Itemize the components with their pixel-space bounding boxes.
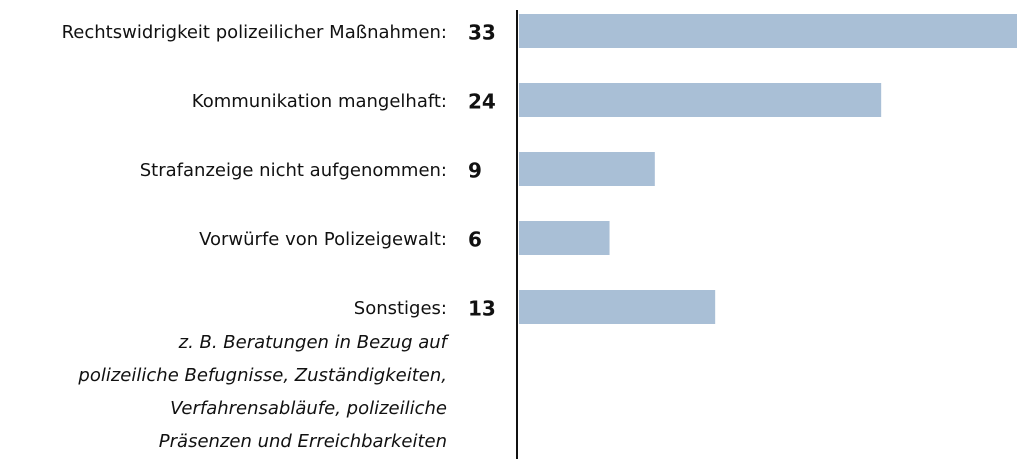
category-label: Vorwürfe von Polizeigewalt: <box>199 229 447 250</box>
bar <box>519 290 716 324</box>
value-label: 13 <box>468 297 496 321</box>
value-label: 33 <box>468 21 496 45</box>
bar <box>519 152 655 186</box>
annotation: polizeiliche Befugnisse, Zuständigkeiten… <box>77 365 447 386</box>
bar <box>519 221 610 255</box>
category-label: Strafanzeige nicht aufgenommen: <box>140 160 447 181</box>
bar <box>519 14 1017 48</box>
value-label: 24 <box>468 90 496 114</box>
category-label: Sonstiges: <box>354 298 447 319</box>
category-label: Rechtswidrigkeit polizeilicher Maßnahmen… <box>62 22 447 43</box>
value-label: 9 <box>468 159 482 183</box>
value-label: 6 <box>468 228 482 252</box>
bar <box>519 83 882 117</box>
category-label: Kommunikation mangelhaft: <box>192 91 447 112</box>
annotation: z. B. Beratungen in Bezug auf <box>178 332 450 353</box>
annotation: Verfahrensabläufe, polizeiliche <box>170 398 447 419</box>
annotation: Präsenzen und Erreichbarkeiten <box>159 431 447 452</box>
